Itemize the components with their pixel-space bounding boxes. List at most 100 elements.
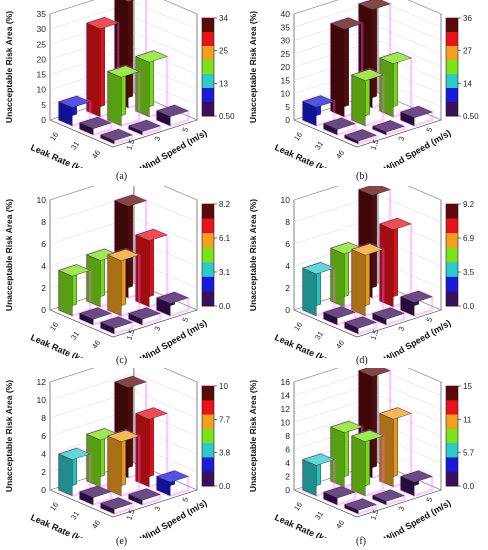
bar-leak-31-wind-5 [378, 50, 413, 119]
y-tick-label: 1.5 [124, 508, 136, 521]
bar-leak-46-wind-1.5 [99, 496, 134, 516]
bar-leak-46-wind-3 [127, 487, 162, 507]
y-tick-label: 3 [396, 325, 406, 332]
bar-leak-46-wind-1.5 [99, 315, 134, 336]
z-tick-label: 4 [285, 458, 290, 468]
z-tick-label: 8 [41, 217, 46, 227]
colorbar-tick-label: 36 [463, 14, 472, 23]
x-tick-label: 16 [48, 500, 60, 512]
bar-leak-31-wind-3 [106, 64, 141, 128]
x-tick-label: 16 [292, 500, 304, 512]
colorbar-tick-label: 0.0 [463, 482, 475, 491]
z-tick-label: 25 [37, 39, 47, 49]
bar-leak-46-wind-3 [371, 488, 406, 507]
colorbar: 0.50 14 27 36 [445, 14, 479, 121]
z-tick-label: 8 [41, 413, 46, 423]
x-axis-label: Leak Rate (kg/s) [273, 512, 340, 538]
bar-leak-31-wind-3 [350, 242, 385, 318]
z-tick-label: 8 [285, 217, 290, 227]
z-tick-label: 0 [285, 115, 290, 125]
bar-leak-16-wind-1.5 [301, 452, 336, 498]
z-axis-label: Unacceptable Risk Area (%) [4, 380, 14, 492]
x-tick-label: 16 [292, 130, 304, 142]
y-tick-label: 3 [396, 135, 406, 142]
x-tick-label: 31 [313, 509, 325, 521]
x-tick-label: 16 [292, 320, 304, 332]
axis-walls [293, 0, 442, 148]
y-tick-label: 5 [424, 496, 434, 503]
z-tick-label: 6 [41, 431, 46, 441]
x-tick-label: 46 [90, 148, 102, 160]
x-axis-label: Leak Rate (kg/s) [29, 512, 96, 538]
chart-panel-a: 0 5 10 15 20 25 30 35 Unacceptable Risk Area (%)… [0, 0, 244, 168]
x-tick-label: 46 [90, 338, 102, 350]
colorbar-tick-label: 11 [463, 415, 472, 424]
z-tick-label: 5 [41, 100, 46, 110]
x-axis-label: Leak Rate (kg/s) [29, 332, 96, 358]
colorbar-tick-label: 13 [219, 79, 228, 88]
colorbar: 0.0 3.1 6.1 8.2 [201, 200, 231, 311]
x-tick-label: 46 [334, 518, 346, 530]
bar-leak-46-wind-1.5 [99, 127, 134, 146]
colorbar-tick-label: 25 [219, 47, 228, 56]
z-tick-label: 35 [281, 22, 291, 32]
bar-leak-46-wind-5 [155, 103, 190, 128]
z-tick-label: 15 [37, 70, 47, 80]
caption-c: (c) [116, 355, 128, 366]
x-axis-label: Leak Rate (kg/s) [273, 142, 340, 168]
bar-leak-46-wind-1.5 [343, 128, 378, 146]
colorbar-tick-label: 15 [463, 382, 472, 391]
z-tick-label: 2 [41, 283, 46, 293]
colorbar-tick-label: 0.0 [219, 302, 231, 311]
colorbar-tick-label: 3.1 [219, 268, 231, 277]
x-tick-label: 31 [69, 509, 81, 521]
bar-leak-31-wind-1.5 [322, 305, 357, 327]
bar-leak-31-wind-5 [134, 49, 169, 119]
z-tick-label: 16 [281, 377, 291, 387]
colorbar: 0.0 3.5 6.9 9.2 [445, 200, 475, 311]
z-tick-label: 10 [281, 89, 291, 99]
colorbar-tick-label: 6.1 [219, 234, 231, 243]
y-tick-label: 5 [180, 126, 190, 133]
z-tick-label: 0 [41, 305, 46, 315]
bar-leak-16-wind-3 [85, 427, 120, 489]
bar-leak-16-wind-3 [85, 247, 120, 309]
colorbar: 0.0 3.8 7.7 10 [201, 382, 231, 491]
caption-a: (a) [116, 171, 128, 182]
bar-leak-46-wind-3 [127, 118, 162, 137]
colorbar-tick-label: 5.7 [463, 449, 475, 458]
z-tick-label: 4 [41, 449, 46, 459]
y-tick-label: 1.5 [368, 138, 380, 151]
colorbar-tick-label: 34 [219, 14, 228, 23]
x-tick-label: 46 [90, 518, 102, 530]
bar-leak-16-wind-1.5 [301, 94, 336, 128]
chart-panel-d: 0 2 4 6 8 10 Unacceptable Risk Area (%) 16 31 46 L… [244, 186, 488, 358]
z-tick-label: 6 [285, 239, 290, 249]
bar-leak-16-wind-3 [85, 16, 120, 119]
z-tick-label: 10 [37, 85, 47, 95]
chart-panel-f: 0 2 4 6 8 10 12 14 16 Unacceptable Risk Area (%) 1… [244, 368, 488, 538]
colorbar-tick-label: 3.5 [463, 268, 475, 277]
x-axis-label: Leak Rate (kg/s) [273, 332, 340, 358]
x-tick-label: 16 [48, 320, 60, 332]
bar-leak-31-wind-1.5 [78, 306, 113, 327]
z-tick-label: 10 [37, 395, 47, 405]
z-tick-label: 2 [41, 467, 46, 477]
bar-leak-16-wind-3 [329, 16, 364, 119]
y-tick-label: 1.5 [368, 508, 380, 521]
bar-leak-31-wind-3 [350, 67, 385, 128]
y-tick-label: 3 [152, 325, 162, 332]
y-tick-label: 3 [396, 505, 406, 512]
y-tick-label: 3 [152, 135, 162, 142]
bar-leak-31-wind-5 [134, 227, 169, 309]
colorbar: 0.50 13 25 34 [201, 14, 235, 121]
y-tick-label: 1.5 [124, 138, 136, 151]
bar-leak-31-wind-5 [378, 216, 413, 309]
colorbar-tick-label: 9.2 [463, 200, 475, 209]
z-tick-label: 6 [41, 239, 46, 249]
bar-leak-46-wind-3 [371, 306, 406, 327]
colorbar-tick-label: 0.0 [463, 302, 475, 311]
caption-d: (d) [356, 355, 368, 366]
